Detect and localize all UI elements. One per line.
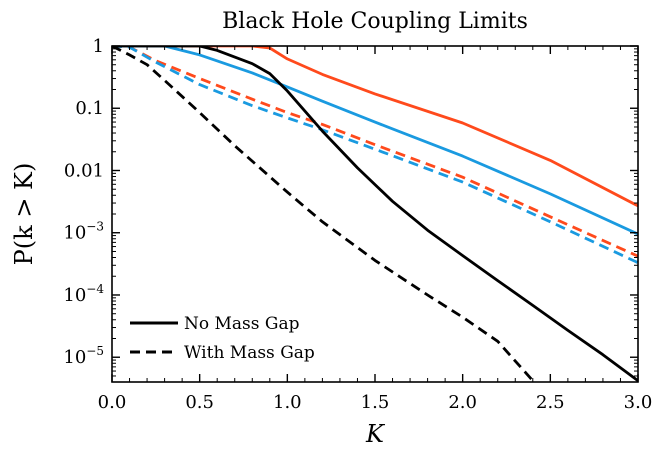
series-line-4 bbox=[112, 46, 638, 264]
chart-title: Black Hole Coupling Limits bbox=[222, 9, 528, 34]
x-tick-label: 1.5 bbox=[361, 392, 390, 413]
y-axis: 1 0.1 0.01 10−3 10−4 10−5 bbox=[63, 36, 638, 383]
legend: No Mass Gap With Mass Gap bbox=[130, 314, 315, 363]
x-tick-label: 1.0 bbox=[273, 392, 302, 413]
y-tick-label: 10−5 bbox=[63, 344, 104, 368]
y-axis-label: P(k > K) bbox=[10, 163, 38, 266]
x-axis: 0.0 0.5 1.0 1.5 2.0 2.5 3.0 bbox=[98, 46, 653, 413]
y-tick-label: 1 bbox=[93, 36, 104, 57]
x-axis-label: K bbox=[365, 420, 386, 448]
x-tick-label: 3.0 bbox=[624, 392, 653, 413]
series-line-1 bbox=[112, 46, 638, 208]
series-line-2 bbox=[112, 46, 638, 236]
series-layer bbox=[112, 46, 638, 382]
legend-label-with-mass-gap: With Mass Gap bbox=[184, 343, 315, 363]
series-line-5 bbox=[112, 46, 638, 382]
x-tick-label: 0.0 bbox=[98, 392, 127, 413]
y-tick-label: 0.1 bbox=[75, 98, 104, 119]
series-line-6 bbox=[112, 46, 534, 382]
x-tick-label: 0.5 bbox=[185, 392, 214, 413]
legend-label-no-mass-gap: No Mass Gap bbox=[184, 314, 300, 334]
x-tick-label: 2.0 bbox=[448, 392, 477, 413]
y-tick-label: 10−4 bbox=[63, 282, 104, 306]
x-tick-label: 2.5 bbox=[536, 392, 565, 413]
y-tick-label: 0.01 bbox=[64, 160, 104, 181]
y-tick-label: 10−3 bbox=[63, 220, 104, 244]
